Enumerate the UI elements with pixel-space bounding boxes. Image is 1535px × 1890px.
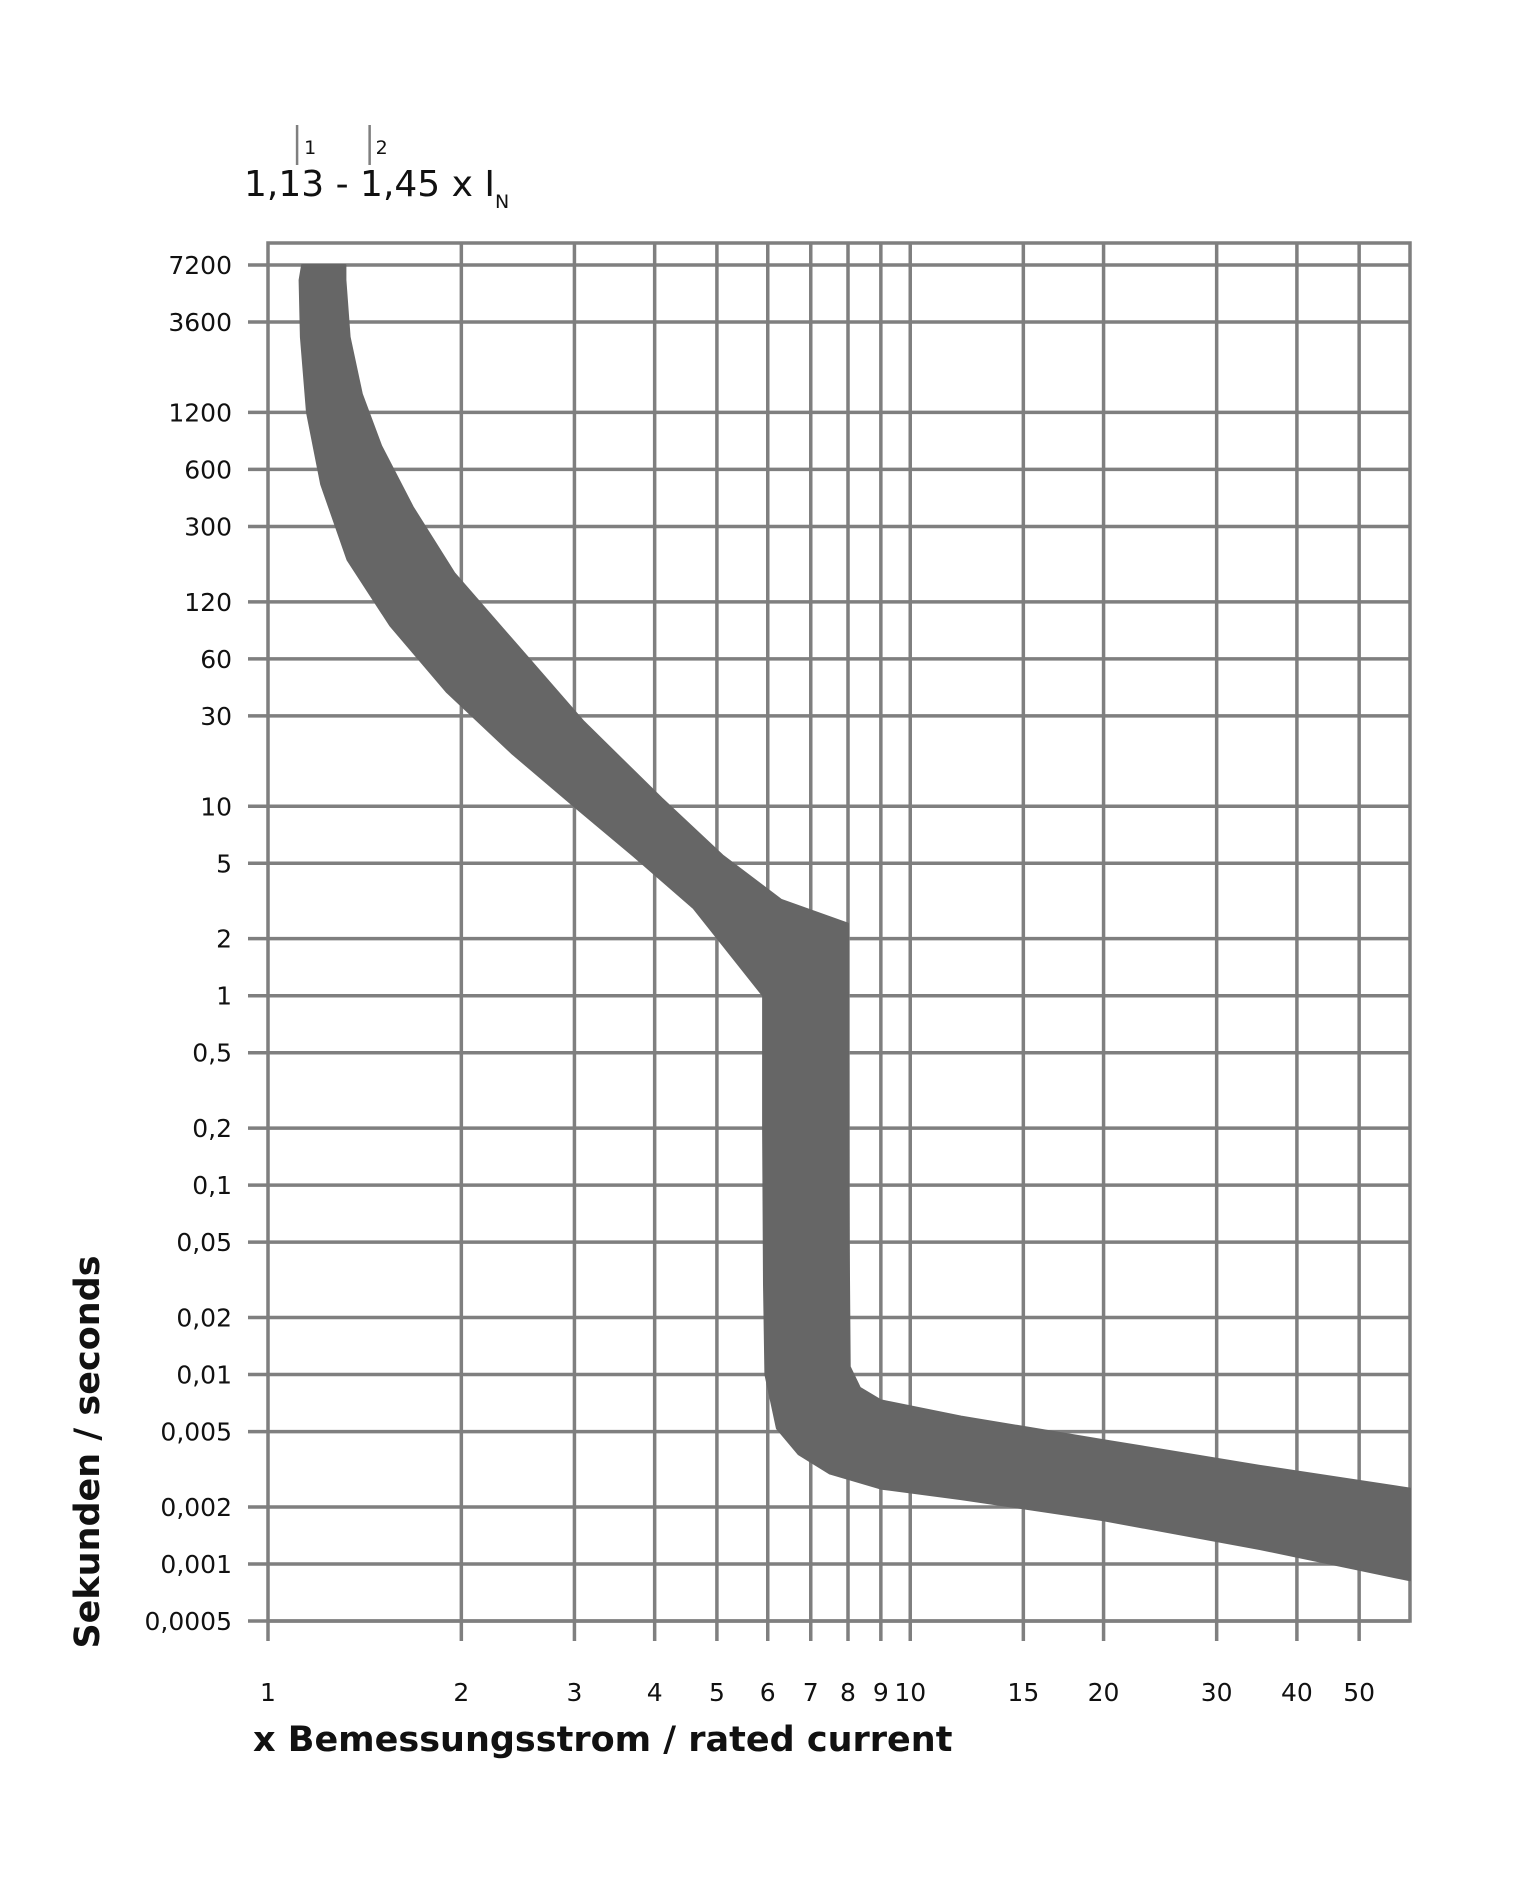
x-tick-label: 1 [260,1678,276,1707]
x-tick-label: 40 [1281,1678,1313,1707]
y-tick-label: 10 [200,792,232,821]
y-tick-label: 60 [200,645,232,674]
x-tick-label: 3 [566,1678,582,1707]
y-axis-label: Sekunden / seconds [68,1255,108,1648]
top-annotation: 1 2 1,13 - 1,45 x IN [244,125,509,213]
x-tick-label: 7 [803,1678,819,1707]
annotation-subscript: N [495,191,509,213]
x-tick-label: 15 [1007,1678,1039,1707]
y-tick-label: 30 [200,702,232,731]
y-tick-label: 0,002 [160,1493,232,1522]
y-tick-label: 0,005 [160,1418,232,1447]
y-tick-label: 7200 [168,251,232,280]
x-tick-labels: 1 2 3 4 5 6 7 8 9 10 15 20 30 40 50 [260,1678,1375,1707]
x-tick-label: 5 [709,1678,725,1707]
x-tick-label: 50 [1343,1678,1375,1707]
y-tick-label: 5 [216,849,232,878]
x-tick-label: 2 [453,1678,469,1707]
y-tick-label: 0,001 [160,1550,232,1579]
x-tick-label: 30 [1201,1678,1233,1707]
y-tick-label: 0,05 [176,1228,232,1257]
i2-marker-label: 2 [376,137,388,159]
y-tick-label: 600 [184,455,232,484]
x-tick-label: 6 [760,1678,776,1707]
i1-marker-label: 1 [304,137,316,159]
y-tick-label: 300 [184,512,232,541]
y-tick-label: 0,1 [192,1171,232,1200]
x-axis-label: x Bemessungsstrom / rated current [253,1720,952,1760]
band-layer [298,264,1411,1582]
y-tick-labels: 7200 3600 1200 600 300 120 60 30 10 5 2 1 0,5 0,2 0,1 0… [145,251,232,1636]
tripping-band [298,264,1411,1582]
y-tick-label: 0,01 [176,1361,232,1390]
x-tick-label: 20 [1088,1678,1120,1707]
annotation-text: 1,13 - 1,45 x IN [244,164,509,213]
y-tick-label: 0,0005 [145,1607,232,1636]
x-tick-label: 10 [894,1678,926,1707]
y-tick-label: 0,2 [192,1114,232,1143]
annotation-main: 1,13 - 1,45 x I [244,164,495,205]
y-tick-label: 3600 [168,308,232,337]
y-tick-label: 0,02 [176,1304,232,1333]
x-tick-label: 8 [840,1678,856,1707]
y-tick-label: 120 [184,588,232,617]
y-tick-label: 0,5 [192,1039,232,1068]
y-tick-label: 1 [216,982,232,1011]
x-tick-label: 9 [873,1678,889,1707]
x-tick-label: 4 [647,1678,663,1707]
y-tick-label: 1200 [168,398,232,427]
y-tick-label: 2 [216,925,232,954]
